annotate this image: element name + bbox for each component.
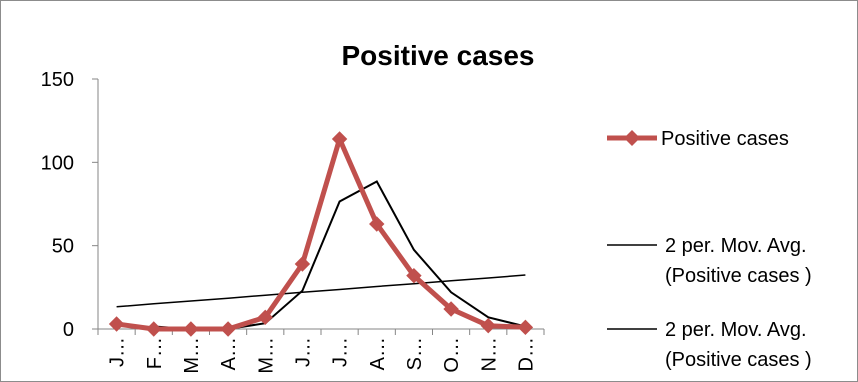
x-tick-label: S… xyxy=(404,337,426,370)
x-tick-label: J… xyxy=(107,337,129,367)
legend-label-positive-cases: Positive cases xyxy=(661,128,789,150)
positive-cases-point-3 xyxy=(220,321,236,337)
positive-cases-point-11 xyxy=(517,319,534,336)
x-tick-label: M… xyxy=(181,337,203,374)
chart-title: Positive cases xyxy=(341,40,534,71)
y-tick-label: 100 xyxy=(41,152,74,174)
positive-cases-point-10 xyxy=(480,317,496,334)
positive-cases-point-7 xyxy=(369,216,385,232)
axes: 0 50 100 150 J… F… M… A… M… J… J… A… S… O… N… D… xyxy=(41,69,545,374)
moving-average-series-line xyxy=(153,180,526,330)
x-tick-label: N… xyxy=(478,337,500,371)
y-tick-label: 0 xyxy=(63,319,74,341)
positive-cases-point-5 xyxy=(294,256,311,272)
legend-label-moving-average-line2: (Positive cases ) xyxy=(665,265,812,287)
legend: Positive cases 2 per. Mov. Avg. (Positive … xyxy=(607,128,812,371)
positive-cases-point-2 xyxy=(183,321,199,337)
positive-cases-point-9 xyxy=(443,301,459,317)
positive-cases-point-8 xyxy=(406,267,422,284)
y-tick-label: 150 xyxy=(41,69,74,91)
x-tick-label: F… xyxy=(144,337,166,369)
legend-marker-positive-cases xyxy=(624,130,640,146)
y-tick-label: 50 xyxy=(52,236,74,258)
trendline-series-line xyxy=(116,274,526,308)
positive-cases-point-0 xyxy=(108,316,125,332)
legend-label-trendline-line1: 2 per. Mov. Avg. xyxy=(665,319,807,341)
x-tick-label: O… xyxy=(441,337,463,373)
positive-cases-point-6 xyxy=(331,131,348,147)
x-tick-label: J… xyxy=(330,337,352,367)
positive-cases-point-1 xyxy=(146,321,162,337)
x-tick-label: A… xyxy=(367,337,389,370)
legend-label-moving-average-line1: 2 per. Mov. Avg. xyxy=(665,235,807,257)
x-tick-label: M… xyxy=(255,337,277,374)
x-tick-label: J… xyxy=(292,337,314,367)
series-layer xyxy=(108,131,534,337)
legend-label-trendline-line2: (Positive cases ) xyxy=(665,349,812,371)
positive-cases-point-4 xyxy=(257,309,273,326)
x-tick-label: D… xyxy=(515,337,537,371)
x-tick-label: A… xyxy=(218,337,240,370)
